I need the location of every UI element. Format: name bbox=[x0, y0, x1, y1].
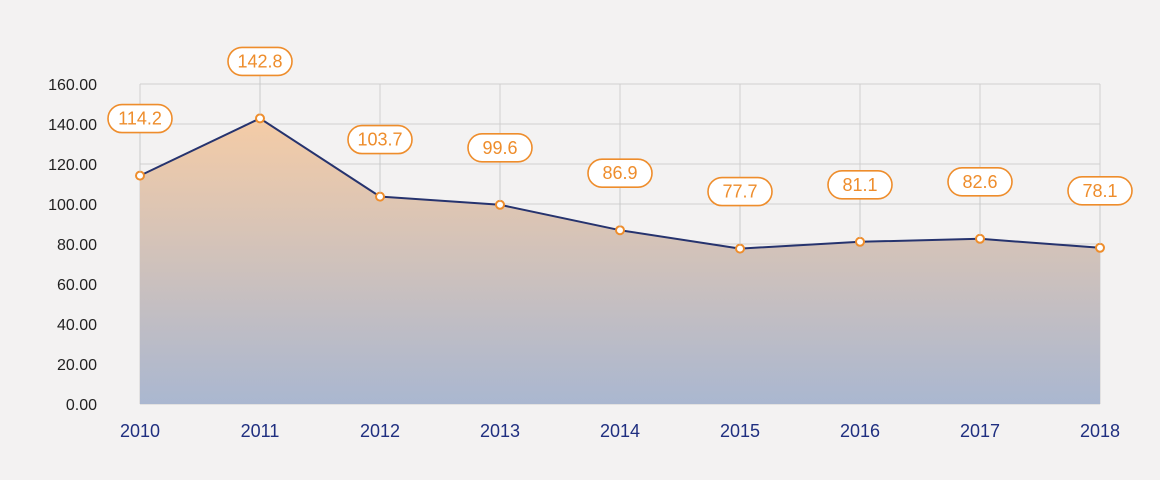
area-fill bbox=[140, 118, 1100, 405]
label-bubble bbox=[947, 167, 1013, 197]
data-point-2010[interactable] bbox=[135, 170, 145, 181]
x-tick-label: 2016 bbox=[840, 421, 880, 441]
data-label-2018: 78.1 bbox=[1067, 176, 1133, 244]
label-text: 86.9 bbox=[602, 163, 637, 183]
data-point-2018[interactable] bbox=[1095, 242, 1105, 253]
data-point-2012[interactable] bbox=[375, 191, 385, 202]
y-tick-label: 40.00 bbox=[57, 317, 97, 334]
label-text: 78.1 bbox=[1082, 181, 1117, 201]
x-tick-label: 2018 bbox=[1080, 421, 1120, 441]
x-tick-label: 2011 bbox=[241, 421, 280, 441]
label-text: 82.6 bbox=[962, 172, 997, 192]
label-bubble bbox=[227, 46, 293, 77]
label-bubble bbox=[347, 124, 413, 155]
data-label-2015: 77.7 bbox=[707, 176, 773, 245]
data-point-2015[interactable] bbox=[735, 243, 745, 254]
area-fill-group bbox=[140, 118, 1100, 405]
data-label-2010: 114.2 bbox=[107, 103, 173, 172]
y-tick-label: 100.00 bbox=[48, 197, 97, 214]
data-point-2011[interactable] bbox=[255, 113, 265, 124]
y-tick-label: 80.00 bbox=[57, 237, 97, 254]
x-axis-ticks: 2010 2011 2012 2013 2014 2015 2016 2017 2018 bbox=[120, 421, 1120, 441]
data-point-2017[interactable] bbox=[975, 233, 985, 244]
x-tick-label: 2013 bbox=[480, 421, 520, 441]
label-bubble bbox=[107, 103, 173, 134]
data-labels: 114.2 142.8 103.7 99.6 86.9 77.7 81.1 82.6 78.1 bbox=[107, 46, 1133, 245]
label-text: 81.1 bbox=[842, 175, 877, 195]
data-point-2013[interactable] bbox=[495, 199, 505, 210]
data-points bbox=[135, 113, 1105, 254]
label-bubble bbox=[827, 170, 893, 200]
label-text: 114.2 bbox=[118, 109, 162, 129]
x-tick-label: 2010 bbox=[120, 421, 160, 441]
y-tick-label: 60.00 bbox=[57, 277, 97, 294]
label-text: 103.7 bbox=[357, 130, 402, 150]
x-tick-label: 2012 bbox=[360, 421, 400, 441]
x-tick-label: 2015 bbox=[720, 421, 760, 441]
data-label-2012: 103.7 bbox=[347, 124, 413, 193]
label-text: 77.7 bbox=[722, 182, 757, 202]
x-tick-label: 2017 bbox=[960, 421, 1000, 441]
data-label-2011: 142.8 bbox=[227, 46, 293, 115]
y-tick-label: 0.00 bbox=[66, 397, 97, 414]
x-tick-label: 2014 bbox=[600, 421, 640, 441]
label-text: 99.6 bbox=[482, 138, 517, 158]
label-bubble bbox=[587, 158, 653, 188]
y-axis-ticks: 0.00 20.00 40.00 60.00 80.00 100.00 120.00 140.… bbox=[48, 77, 97, 414]
label-bubble bbox=[467, 133, 533, 163]
data-label-2017: 82.6 bbox=[947, 167, 1013, 235]
label-bubble bbox=[1067, 176, 1133, 206]
y-tick-label: 160.00 bbox=[48, 77, 97, 94]
data-point-2016[interactable] bbox=[855, 236, 865, 247]
y-tick-label: 120.00 bbox=[48, 157, 97, 174]
y-tick-label: 140.00 bbox=[48, 117, 97, 134]
data-point-2014[interactable] bbox=[615, 225, 625, 236]
label-bubble bbox=[707, 176, 773, 207]
data-label-2016: 81.1 bbox=[827, 170, 893, 238]
label-text: 142.8 bbox=[237, 51, 282, 71]
y-tick-label: 20.00 bbox=[57, 357, 97, 374]
data-label-2013: 99.6 bbox=[467, 133, 533, 201]
data-label-2014: 86.9 bbox=[587, 158, 653, 227]
